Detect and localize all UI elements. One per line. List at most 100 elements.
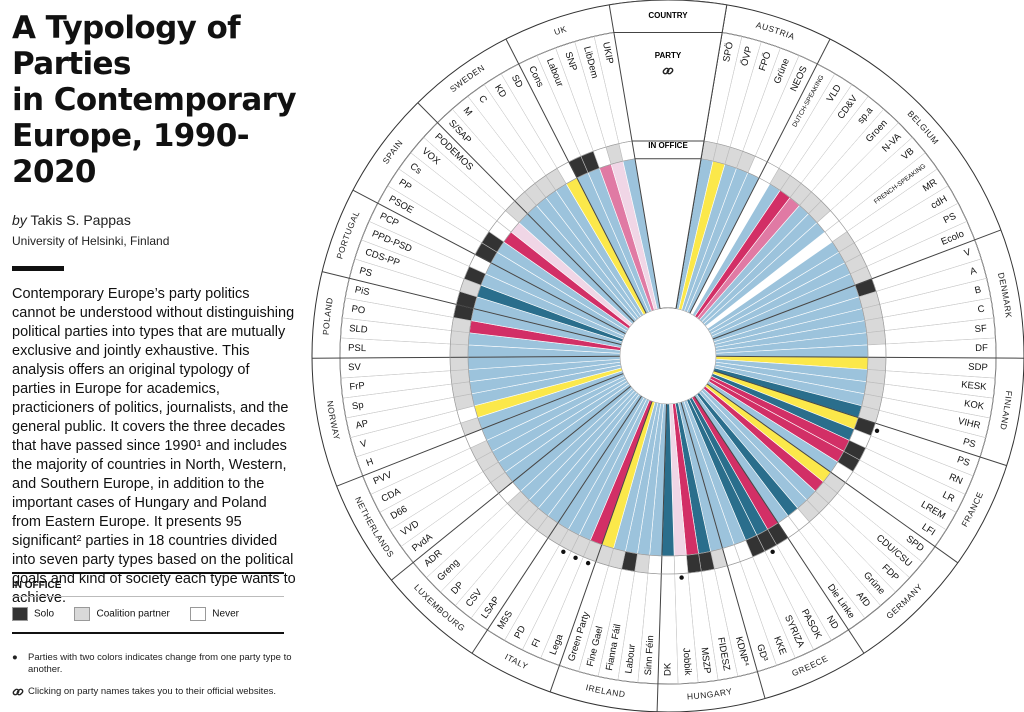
office-cell-hungary-jobbik (673, 554, 689, 575)
change-dot-icon (585, 560, 591, 566)
office-cell-poland-psl (449, 343, 469, 358)
office-legend: IN OFFICE Solo Coalition partner Never (12, 572, 284, 634)
party-name-portugal-ps[interactable]: PS (358, 265, 373, 279)
change-dot-icon (561, 549, 566, 554)
party-name-finland-kesk[interactable]: KESK (961, 379, 988, 392)
country-divider (712, 229, 1002, 340)
country-label-poland: POLAND (321, 297, 335, 336)
link-icon (662, 67, 674, 75)
party-name-france-rn[interactable]: RN (947, 472, 964, 488)
office-cell-poland-sld (450, 330, 470, 346)
country-label-text: UK (553, 24, 568, 38)
office-cell-ireland-sinnfin (647, 554, 663, 575)
party-name-denmark-v[interactable]: V (963, 247, 973, 260)
office-cell-norway-sv (449, 356, 469, 372)
country-divider (505, 38, 647, 314)
country-divider (336, 373, 624, 487)
key-party-label: PARTY (655, 51, 682, 60)
party-name-denmark-c[interactable]: C (977, 304, 986, 316)
country-label-text: POLAND (321, 297, 335, 336)
byline-prefix: by (12, 212, 27, 228)
party-name-denmark-sf[interactable]: SF (974, 323, 987, 335)
party-name-finland-ps[interactable]: PS (962, 436, 977, 450)
key-office-label: IN OFFICE (648, 141, 688, 150)
country-divider (715, 355, 1024, 359)
legend-swatch-solo (12, 607, 28, 621)
party-name-ireland-sinnfin[interactable]: Sinn Féin (643, 635, 656, 676)
party-name-italy-fi[interactable]: FI (530, 637, 544, 649)
party-name-denmark-a[interactable]: A (969, 265, 979, 277)
party-name-finland-kok[interactable]: KOK (963, 398, 985, 412)
note-text: Clicking on party names takes you to the… (28, 686, 276, 697)
legend-item-never: Never (190, 607, 239, 621)
party-name-denmark-b[interactable]: B (974, 284, 982, 296)
party-name-poland-psl[interactable]: PSL (348, 343, 366, 354)
link-icon (12, 686, 28, 702)
country-divider (322, 271, 622, 346)
party-name-hungary-jobbik[interactable]: Jobbik (680, 648, 693, 676)
country-divider (352, 189, 626, 335)
party-name-france-ps[interactable]: PS (955, 454, 971, 469)
legend-swatch-coalition (74, 607, 91, 621)
party-name-norway-sp[interactable]: Sp (351, 400, 364, 413)
center-hole (619, 307, 717, 405)
party-name-austria-vp[interactable]: ÖVP (739, 45, 755, 67)
party-name-poland-pis[interactable]: PiS (354, 284, 371, 298)
legend-label: Solo (34, 608, 55, 620)
party-name-uk-ukip[interactable]: UKIP (600, 41, 615, 65)
party-name-hungary-dk[interactable]: DK (663, 662, 674, 676)
country-divider (713, 370, 1007, 467)
country-label-uk: UK (553, 24, 568, 38)
party-name-belgium-ps[interactable]: PS (942, 211, 958, 226)
party-name-finland-vihr[interactable]: VIHR (957, 416, 982, 432)
party-name-norway-ap[interactable]: AP (355, 418, 370, 432)
country-divider (471, 395, 642, 654)
footnotes: ● Parties with two colors indicates chang… (12, 652, 292, 712)
party-name-norway-sv[interactable]: SV (348, 362, 362, 373)
office-cell-norway-frp (450, 369, 470, 385)
page-title: A Typology of Parties in Contemporary Eu… (12, 10, 297, 190)
country-divider (549, 401, 653, 693)
change-dot-icon (874, 428, 880, 434)
party-name-ireland-labour[interactable]: Labour (623, 644, 638, 675)
party-name-hungary-mszp[interactable]: MSZP (698, 647, 712, 675)
country-divider (694, 395, 865, 654)
party-name-poland-sld[interactable]: SLD (349, 323, 368, 336)
country-divider (689, 38, 831, 314)
intro-text: Contemporary Europe’s party politics can… (12, 286, 296, 606)
party-name-finland-sdp[interactable]: SDP (968, 362, 988, 374)
divider (12, 266, 64, 271)
note-links: Clicking on party names takes you to the… (12, 686, 292, 702)
party-name-norway-h[interactable]: H (365, 456, 375, 469)
party-name-denmark-df[interactable]: DF (975, 343, 988, 354)
country-divider (656, 403, 668, 712)
party-name-norway-v[interactable]: V (359, 438, 369, 451)
change-dot-icon (770, 549, 775, 554)
office-cell-finland-sdp (867, 356, 887, 372)
link-icon-part (666, 67, 674, 75)
dot-icon: ● (12, 652, 18, 663)
intro-panel: A Typology of Parties in Contemporary Eu… (12, 10, 297, 608)
party-name-norway-frp[interactable]: FrP (349, 380, 365, 392)
party-name-greece-gd[interactable]: GD³ (754, 643, 770, 663)
legend-title: IN OFFICE (12, 580, 284, 597)
party-name-france-lr[interactable]: LR (940, 490, 956, 505)
party-name-poland-po[interactable]: PO (351, 304, 366, 317)
legend-item-coalition: Coalition partner (74, 607, 170, 621)
office-cell-hungary-dk (661, 555, 675, 575)
author-affiliation: University of Helsinki, Finland (12, 234, 170, 248)
office-cell-denmark-df (867, 343, 887, 358)
legend-item-solo: Solo (12, 607, 54, 621)
party-name-austria-sp[interactable]: SPÖ (721, 41, 736, 63)
note-two-colors: ● Parties with two colors indicates chang… (12, 652, 292, 676)
country-divider (312, 355, 621, 359)
country-divider (706, 383, 959, 564)
key-country-label: COUNTRY (648, 11, 688, 20)
office-cell-denmark-sf (866, 330, 886, 346)
country-divider (417, 102, 635, 323)
legend-label: Never (212, 608, 239, 620)
byline: by Takis S. Pappas (12, 212, 297, 228)
office-cell-hungary-mszp (686, 553, 702, 574)
country-divider (680, 402, 766, 699)
